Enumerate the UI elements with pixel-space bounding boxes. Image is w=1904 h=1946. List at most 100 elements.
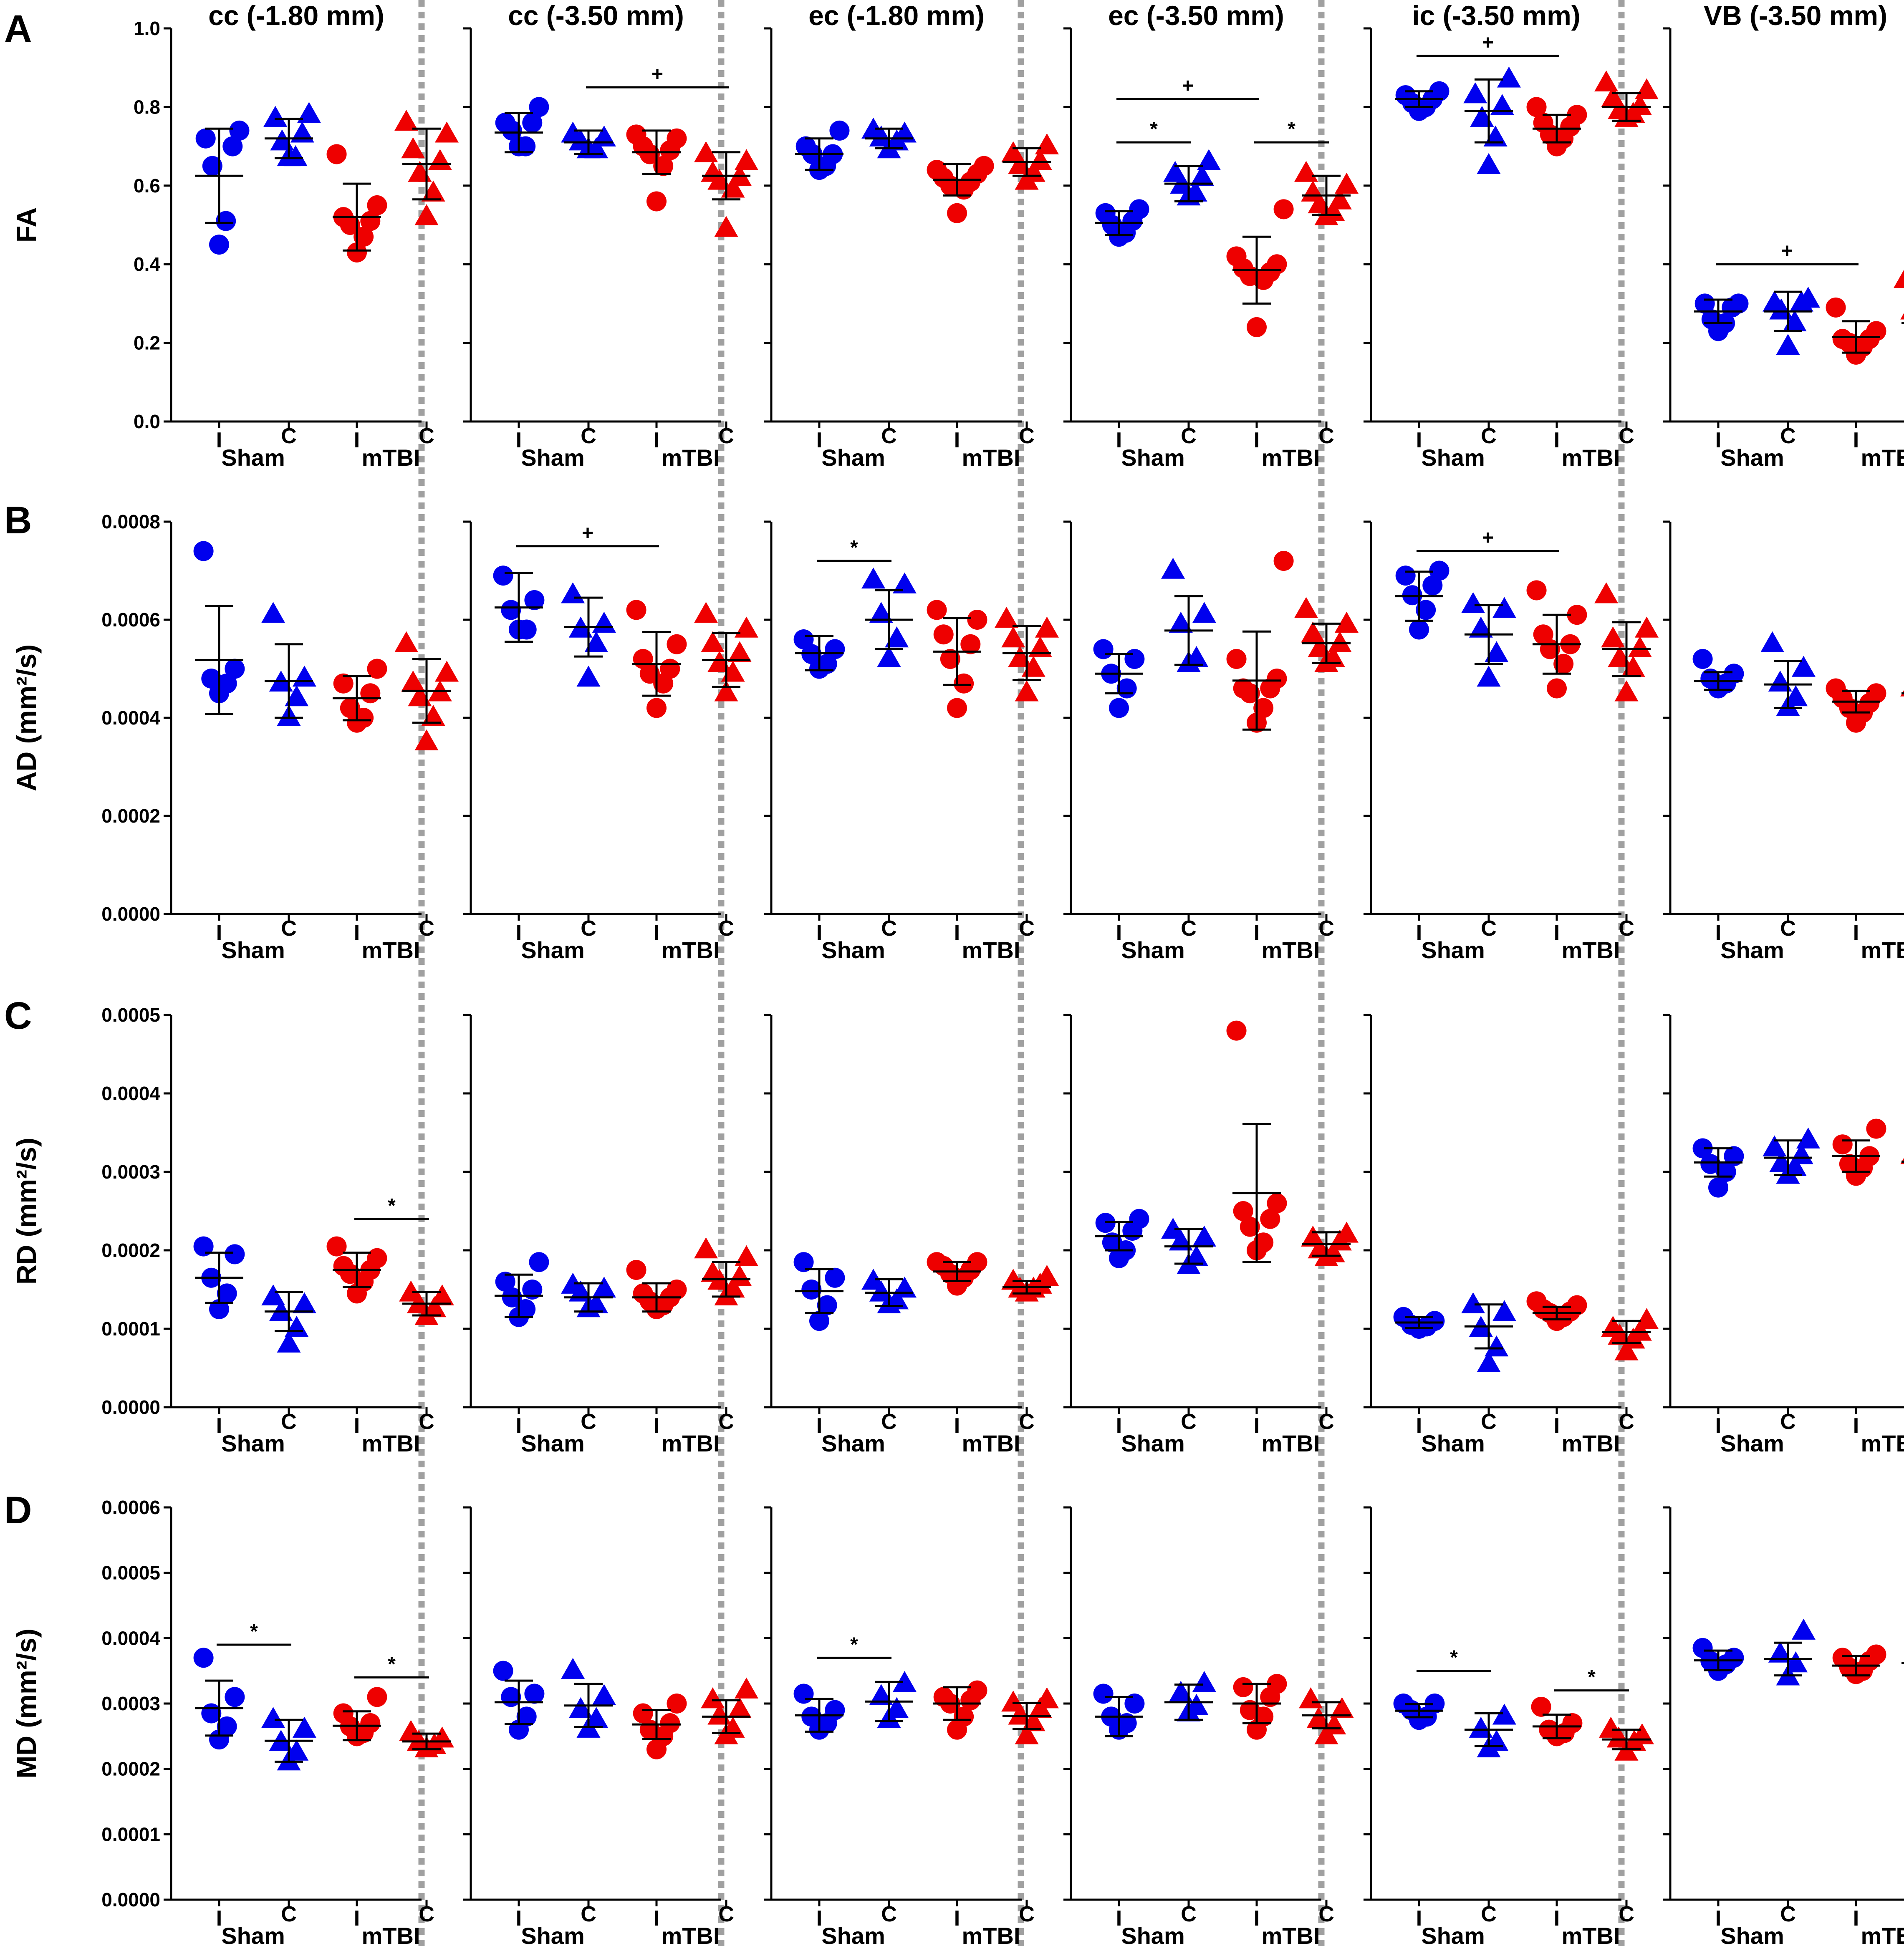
- x-tick-label-c: C: [1019, 916, 1035, 941]
- y-tick-label: 0.0000: [101, 1396, 160, 1418]
- x-tick-label-c: C: [1780, 1410, 1796, 1434]
- data-point: [285, 685, 309, 707]
- x-tick-label-i: I: [954, 1414, 960, 1438]
- group-label-sham: Sham: [1720, 937, 1784, 963]
- x-tick-label-i: I: [816, 921, 822, 945]
- data-point: [195, 128, 216, 149]
- x-tick-label-c: C: [419, 916, 434, 941]
- group-label-sham: Sham: [1121, 1923, 1185, 1946]
- data-point: [667, 1280, 687, 1300]
- x-tick-label-c: C: [718, 424, 734, 448]
- y-tick-label: 0.0002: [101, 1239, 160, 1261]
- data-point: [1294, 597, 1318, 618]
- group-label-mtbi: mTBI: [1861, 937, 1904, 963]
- data-point: [861, 117, 886, 139]
- x-tick-label-c: C: [881, 916, 897, 941]
- data-point: [217, 1283, 237, 1304]
- data-point: [399, 1280, 423, 1302]
- data-point: [801, 1706, 822, 1727]
- group-label-sham: Sham: [821, 937, 885, 963]
- data-point: [576, 666, 601, 687]
- data-point: [1306, 1707, 1331, 1728]
- x-tick-label-i: I: [1254, 428, 1260, 452]
- data-point: [954, 673, 974, 694]
- x-tick-label-c: C: [581, 1902, 596, 1926]
- x-tick-label-c: C: [1780, 1902, 1796, 1926]
- x-tick-label-c: C: [718, 1902, 734, 1926]
- data-point: [1866, 1644, 1886, 1665]
- x-tick-label-c: C: [419, 1410, 434, 1434]
- group-label-mtbi: mTBI: [1562, 1923, 1620, 1946]
- region-title-1: cc (-1.80 mm): [208, 0, 384, 31]
- group-label-sham: Sham: [521, 1430, 585, 1456]
- data-point: [584, 1707, 609, 1728]
- y-tick-label: 0.0004: [101, 707, 160, 729]
- data-point: [1035, 133, 1059, 154]
- data-point: [1567, 105, 1587, 125]
- data-point: [1701, 309, 1722, 330]
- data-point: [626, 600, 646, 620]
- data-point: [1253, 698, 1274, 718]
- x-tick-label-i: I: [1715, 1414, 1721, 1438]
- data-point: [516, 619, 537, 640]
- data-point: [1796, 1127, 1820, 1149]
- data-point: [1900, 313, 1904, 320]
- group-label-mtbi: mTBI: [1562, 444, 1620, 471]
- data-point: [1192, 1225, 1216, 1247]
- data-point: [428, 149, 452, 170]
- region-title-3: ec (-1.80 mm): [808, 0, 985, 31]
- data-point: [1330, 1697, 1354, 1718]
- y-axis-label-rd: RD (mm²/s): [11, 1138, 42, 1285]
- x-tick-label-i: I: [216, 1906, 222, 1931]
- data-point: [292, 1292, 316, 1313]
- data-point: [1728, 293, 1749, 314]
- data-point: [1796, 286, 1820, 308]
- data-point: [927, 600, 947, 620]
- data-point: [261, 602, 285, 623]
- data-point: [1832, 1134, 1853, 1155]
- y-axis-label-fa: FA: [11, 207, 42, 242]
- data-point: [561, 121, 585, 143]
- x-tick-label-i: I: [516, 428, 522, 452]
- data-point: [261, 1707, 285, 1728]
- data-point: [1169, 1681, 1193, 1702]
- x-tick-label-c: C: [1181, 424, 1197, 448]
- x-tick-label-i: I: [1416, 921, 1422, 945]
- data-point: [193, 1236, 214, 1257]
- data-point: [877, 646, 901, 667]
- data-point: [434, 661, 459, 682]
- significance-symbol: *: [1588, 1666, 1596, 1689]
- data-point: [927, 1252, 947, 1272]
- data-point: [954, 1706, 974, 1727]
- data-point: [995, 607, 1019, 628]
- data-point: [202, 156, 222, 176]
- group-label-mtbi: mTBI: [1861, 1923, 1904, 1946]
- data-point: [1267, 1674, 1287, 1694]
- group-label-mtbi: mTBI: [1262, 1923, 1320, 1946]
- group-label-sham: Sham: [821, 444, 885, 471]
- data-point: [1267, 1193, 1287, 1214]
- data-point: [817, 1295, 837, 1315]
- data-point: [1791, 1618, 1816, 1640]
- data-point: [367, 1687, 387, 1707]
- data-point: [414, 729, 439, 750]
- data-point: [707, 651, 732, 672]
- data-point: [869, 1280, 893, 1302]
- data-point: [367, 659, 387, 679]
- group-label-sham: Sham: [1121, 937, 1185, 963]
- data-point: [217, 673, 237, 694]
- data-point: [292, 666, 316, 687]
- group-label-mtbi: mTBI: [962, 1430, 1020, 1456]
- data-point: [584, 631, 609, 652]
- data-point: [1001, 1691, 1025, 1712]
- data-point: [516, 1706, 537, 1727]
- data-point: [1035, 616, 1059, 638]
- data-point: [885, 626, 909, 648]
- group-label-sham: Sham: [1421, 1923, 1485, 1946]
- data-point: [1028, 149, 1052, 170]
- data-point: [399, 1720, 423, 1741]
- data-point: [326, 144, 347, 164]
- data-point: [1429, 560, 1449, 581]
- data-point: [1328, 188, 1352, 209]
